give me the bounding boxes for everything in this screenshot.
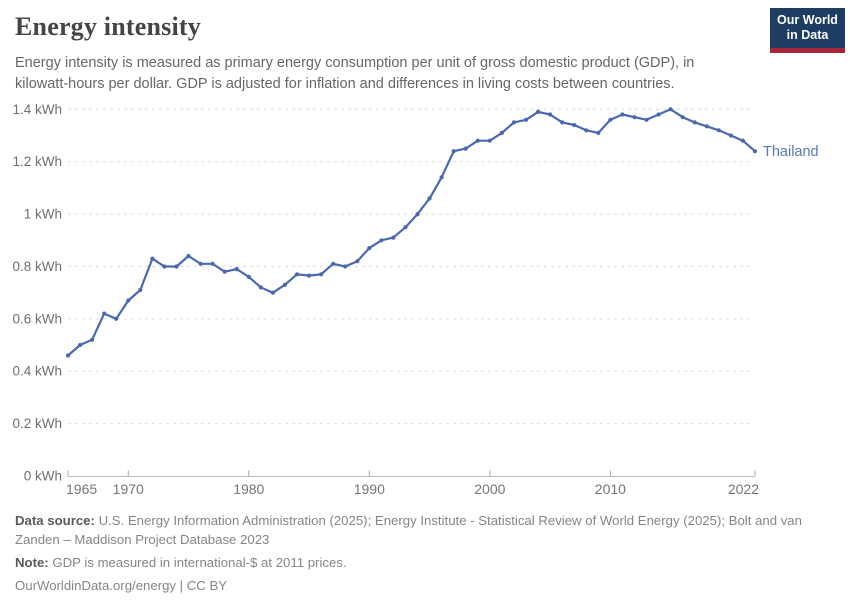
data-point[interactable] [246, 275, 251, 280]
data-point[interactable] [186, 254, 191, 259]
data-point[interactable] [162, 264, 167, 270]
logo-line2: in Data [786, 28, 829, 42]
data-point[interactable] [680, 115, 685, 120]
y-axis-label: 0.4 kWh [12, 364, 62, 379]
data-point[interactable] [656, 112, 661, 118]
y-axis-label: 1.2 kWh [12, 155, 62, 170]
data-point[interactable] [294, 272, 300, 277]
data-point[interactable] [343, 264, 348, 270]
data-point[interactable] [692, 120, 697, 125]
data-point[interactable] [222, 270, 227, 275]
note-text: GDP is measured in international-$ at 20… [52, 554, 347, 570]
data-point[interactable] [728, 133, 734, 139]
data-point[interactable] [102, 311, 107, 317]
data-point[interactable] [150, 256, 155, 262]
y-axis-label: 0.6 kWh [12, 312, 62, 327]
data-point[interactable] [487, 139, 492, 144]
data-point[interactable] [234, 267, 239, 272]
data-point[interactable] [716, 128, 721, 133]
note-label: Note: [15, 554, 49, 570]
data-point[interactable] [355, 259, 360, 264]
data-point[interactable] [596, 131, 601, 136]
data-point[interactable] [174, 264, 179, 270]
data-point[interactable] [138, 288, 143, 293]
line-series-thailand[interactable] [66, 108, 757, 358]
data-point[interactable] [198, 262, 203, 267]
data-point[interactable] [427, 196, 432, 201]
x-axis-label: 1965 [66, 481, 97, 497]
data-point[interactable] [536, 110, 541, 115]
data-point[interactable] [78, 343, 83, 348]
data-point[interactable] [548, 112, 553, 118]
y-axis-label: 0.8 kWh [12, 259, 62, 274]
x-axis-label: 1990 [354, 481, 385, 497]
data-point[interactable] [367, 246, 372, 251]
data-point[interactable] [644, 118, 649, 123]
line-chart-svg[interactable]: 0 kWh 0.2 kWh 0.4 kWh 0.6 kWh 0.8 kWh 1 kWh 1.… [0, 99, 850, 501]
attribution-line: OurWorldinData.org/energy | CC BY [15, 577, 835, 596]
y-axis-label: 1.4 kWh [12, 102, 62, 117]
owid-logo[interactable]: Our World in Data [770, 8, 845, 53]
x-axis-label: 2022 [728, 481, 759, 497]
page-title: Energy intensity [15, 12, 201, 41]
x-axis-label: 2010 [595, 481, 626, 497]
data-point[interactable] [439, 175, 444, 180]
data-point[interactable] [451, 149, 456, 154]
data-point[interactable] [282, 283, 287, 288]
chart-canvas[interactable]: 0 kWh 0.2 kWh 0.4 kWh 0.6 kWh 0.8 kWh 1 kWh 1.… [0, 99, 850, 506]
y-axis-label: 0.2 kWh [12, 417, 62, 432]
data-point[interactable] [391, 235, 396, 241]
data-point[interactable] [668, 107, 673, 112]
x-axis-label: 1970 [113, 481, 144, 497]
x-axis-label: 2000 [474, 481, 505, 497]
data-point[interactable] [270, 291, 275, 296]
attribution-link[interactable]: OurWorldinData.org/energy [15, 577, 177, 593]
data-point[interactable] [523, 118, 529, 123]
data-source-label: Data source: [15, 513, 95, 529]
data-source-line: Data source: U.S. Energy Information Adm… [15, 512, 835, 549]
logo-line1: Our World [777, 13, 838, 27]
y-axis-label: 1 kWh [24, 207, 62, 222]
data-point[interactable] [90, 338, 95, 343]
x-axis-label: 1980 [233, 481, 264, 497]
data-point[interactable] [379, 238, 384, 243]
data-point[interactable] [632, 115, 637, 120]
data-point[interactable] [415, 212, 420, 217]
data-point[interactable] [307, 273, 312, 279]
data-point[interactable] [403, 225, 408, 230]
data-point[interactable] [499, 131, 504, 136]
data-point[interactable] [511, 120, 516, 125]
data-point[interactable] [210, 262, 215, 267]
data-point[interactable] [572, 123, 577, 128]
note-line: Note: GDP is measured in international-$… [15, 554, 835, 573]
attribution-license: | CC BY [176, 577, 228, 593]
data-point[interactable] [608, 118, 613, 123]
data-point[interactable] [114, 317, 119, 322]
data-point[interactable] [463, 146, 468, 152]
data-point[interactable] [475, 139, 480, 144]
data-point[interactable] [620, 112, 625, 118]
data-point[interactable] [319, 272, 324, 277]
chart-footer: Data source: U.S. Energy Information Adm… [0, 506, 850, 595]
y-axis-label: 0 kWh [24, 469, 62, 484]
data-point[interactable] [704, 124, 709, 129]
chart-subtitle: Energy intensity is measured as primary … [15, 55, 695, 92]
series-label-thailand[interactable]: Thailand [763, 145, 819, 161]
data-source-text: U.S. Energy Information Administration (… [15, 513, 802, 548]
chart-header: Energy intensity Our World in Data Energ… [0, 0, 850, 94]
data-point[interactable] [752, 149, 758, 154]
data-point[interactable] [331, 262, 336, 267]
data-point[interactable] [560, 120, 565, 125]
data-point[interactable] [65, 353, 71, 359]
data-point[interactable] [584, 128, 589, 133]
data-point[interactable] [740, 139, 746, 144]
data-point[interactable] [258, 285, 263, 290]
data-point[interactable] [126, 298, 131, 304]
